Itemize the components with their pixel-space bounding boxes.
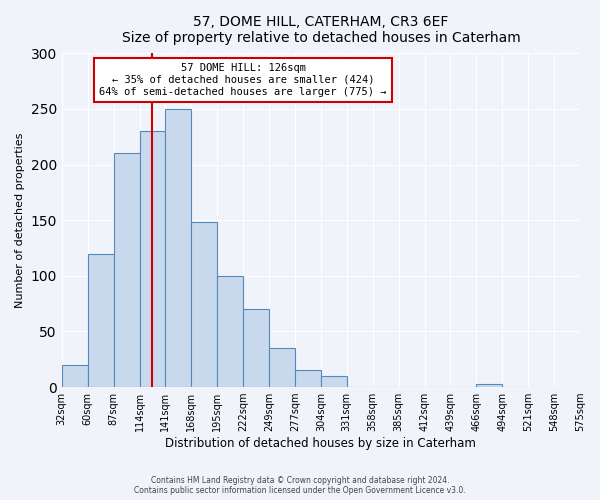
- Text: 57 DOME HILL: 126sqm
← 35% of detached houses are smaller (424)
64% of semi-deta: 57 DOME HILL: 126sqm ← 35% of detached h…: [100, 64, 387, 96]
- Y-axis label: Number of detached properties: Number of detached properties: [15, 132, 25, 308]
- Bar: [295, 370, 321, 387]
- Bar: [269, 348, 295, 387]
- Text: Contains HM Land Registry data © Crown copyright and database right 2024.
Contai: Contains HM Land Registry data © Crown c…: [134, 476, 466, 495]
- X-axis label: Distribution of detached houses by size in Caterham: Distribution of detached houses by size …: [166, 437, 476, 450]
- Bar: [140, 131, 166, 387]
- Bar: [62, 365, 88, 387]
- Bar: [476, 384, 502, 387]
- Bar: [166, 109, 191, 387]
- Bar: [217, 276, 243, 387]
- Bar: [113, 154, 140, 387]
- Bar: [243, 309, 269, 387]
- Title: 57, DOME HILL, CATERHAM, CR3 6EF
Size of property relative to detached houses in: 57, DOME HILL, CATERHAM, CR3 6EF Size of…: [122, 15, 520, 45]
- Bar: [321, 376, 347, 387]
- Bar: [191, 222, 217, 387]
- Bar: [88, 254, 113, 387]
